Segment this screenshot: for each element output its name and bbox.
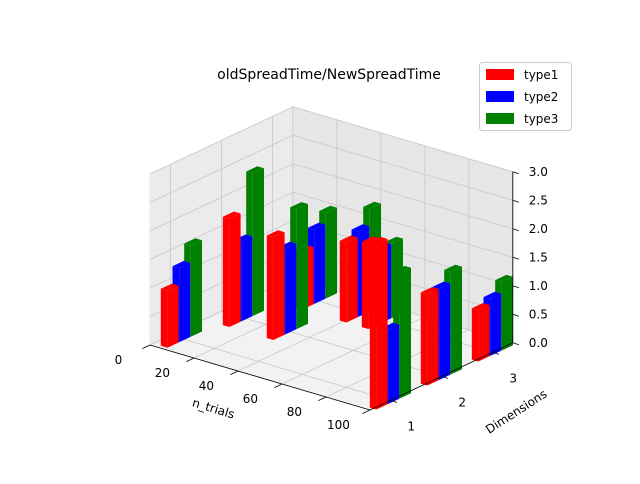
x-tick-label: 0 xyxy=(115,353,123,367)
bar-type2-side xyxy=(314,225,325,304)
z-tick-label: 0.0 xyxy=(529,336,548,350)
z-tick xyxy=(513,172,519,174)
bar-type1-side xyxy=(167,286,178,348)
bar-type1-side xyxy=(273,232,284,340)
bar-type1 xyxy=(340,236,358,323)
x-tick xyxy=(230,371,238,375)
z-tick xyxy=(513,200,519,202)
z-tick-label: 1.5 xyxy=(529,250,548,264)
z-tick-label: 2.5 xyxy=(529,193,548,207)
bar-type3-side xyxy=(253,168,264,316)
bar-type1-front xyxy=(421,292,428,385)
z-tick-label: 2.0 xyxy=(529,222,548,236)
legend-swatch xyxy=(486,113,514,124)
chart-title: oldSpreadTime/NewSpreadTime xyxy=(217,67,441,83)
x-tick xyxy=(362,410,370,414)
bar-type1-side xyxy=(478,305,489,362)
x-tick xyxy=(318,397,326,401)
bar-type3-side xyxy=(297,204,308,329)
z-tick-label: 0.5 xyxy=(529,307,548,321)
bar-type1 xyxy=(223,212,241,328)
bar-type1-front xyxy=(267,236,274,341)
bar-type1 xyxy=(421,287,439,385)
bar-type2-side xyxy=(285,244,296,335)
x-tick-label: 100 xyxy=(327,418,350,432)
bar-type1 xyxy=(161,284,179,348)
bar-type3-side xyxy=(502,277,513,351)
bar-type3-side xyxy=(451,267,462,375)
y-tick-label: 2 xyxy=(458,396,466,410)
bar-type2-side xyxy=(179,263,190,342)
bar-type3-side xyxy=(191,240,202,336)
z-tick xyxy=(513,257,519,259)
y-tick-label: 1 xyxy=(407,420,415,434)
x-tick xyxy=(186,358,194,362)
x-tick xyxy=(274,384,282,388)
bar-type2-side xyxy=(439,284,450,381)
bar-type3-side xyxy=(400,268,411,399)
bar-type3-side xyxy=(326,208,337,299)
bar-type2-side xyxy=(490,294,501,356)
z-tick xyxy=(513,343,519,345)
legend-label: type3 xyxy=(524,112,558,126)
bar-type1-side xyxy=(376,239,387,410)
bar-type1-side xyxy=(229,214,240,328)
z-tick xyxy=(513,286,519,288)
bar-type1-front xyxy=(161,289,168,348)
legend-swatch xyxy=(486,69,514,80)
z-tick xyxy=(513,229,519,231)
x-axis-label: n_trials xyxy=(191,396,237,422)
y-tick-label: 3 xyxy=(509,372,517,386)
x-tick-label: 60 xyxy=(243,392,258,406)
legend-swatch xyxy=(486,91,514,102)
bar-type1-side xyxy=(346,238,357,323)
bar-type2-side xyxy=(388,325,399,404)
y-axis-label: Dimensions xyxy=(483,387,549,437)
bar-type1-side xyxy=(427,289,438,385)
bar-type1 xyxy=(267,230,285,340)
bar-type1-front xyxy=(370,242,377,409)
bar-type1 xyxy=(370,237,388,410)
x-tick xyxy=(142,345,150,349)
bar-type1-front xyxy=(362,242,369,329)
x-tick-label: 20 xyxy=(155,366,170,380)
legend-label: type2 xyxy=(524,90,558,104)
z-tick-label: 3.0 xyxy=(529,165,548,179)
bar-type1-front xyxy=(223,217,230,327)
legend: type1 type2 type3 xyxy=(480,63,572,131)
bar-type1 xyxy=(472,303,490,362)
x-tick-label: 80 xyxy=(287,405,302,419)
legend-label: type1 xyxy=(524,68,558,82)
z-tick-label: 1.0 xyxy=(529,279,548,293)
bar-type1-front xyxy=(340,241,347,323)
bar-type2-side xyxy=(241,236,252,321)
bar-type1-front xyxy=(472,308,479,361)
x-tick-label: 40 xyxy=(199,379,214,393)
z-tick xyxy=(513,314,519,316)
